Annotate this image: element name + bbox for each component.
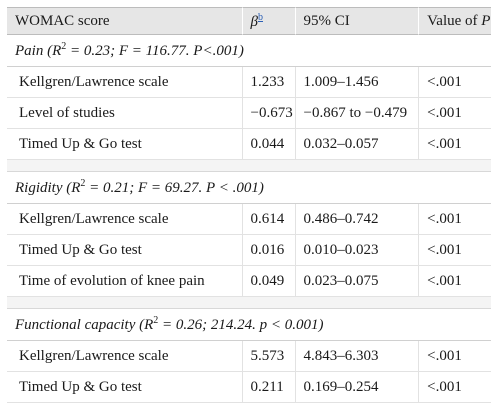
cell-p: <.001: [419, 266, 491, 297]
spacer-cell: [7, 297, 491, 309]
cell-variable: Kellgren/Lawrence scale: [7, 204, 243, 235]
section-row-rigidity: Rigidity (R2 = 0.21; F = 69.27. P < .001…: [7, 172, 491, 204]
beta-symbol: β: [250, 13, 258, 30]
cell-beta: 0.211: [242, 372, 296, 403]
table-row: Kellgren/Lawrence scale 5.573 4.843–6.30…: [7, 341, 491, 372]
section-title-post: = 0.26; 214.24. p < 0.001): [158, 317, 324, 333]
cell-p: <.001: [419, 341, 491, 372]
section-spacer: [7, 160, 491, 172]
header-ci: 95% CI: [295, 7, 420, 35]
cell-variable: Kellgren/Lawrence scale: [7, 67, 243, 98]
header-p-label: Value of: [427, 12, 482, 29]
cell-variable: Kellgren/Lawrence scale: [7, 341, 243, 372]
cell-beta: 0.044: [242, 129, 296, 160]
section-title-sup: 2: [153, 315, 159, 326]
section-title-pre: Pain (R: [15, 43, 62, 59]
cell-beta: 0.614: [242, 204, 296, 235]
spacer-cell: [7, 160, 491, 172]
table-row: Time of evolution of knee pain 0.049 0.0…: [7, 266, 491, 297]
section-title-rigidity: Rigidity (R2 = 0.21; F = 69.27. P < .001…: [7, 172, 491, 204]
womac-regression-table: WOMAC score βb 95% CI Value of P Pain (R…: [7, 7, 491, 403]
cell-variable: Time of evolution of knee pain: [7, 266, 243, 297]
cell-ci: 1.009–1.456: [295, 67, 420, 98]
beta-footnote-link[interactable]: b: [258, 11, 263, 23]
cell-variable: Timed Up & Go test: [7, 372, 243, 403]
section-title-functional-capacity: Functional capacity (R2 = 0.26; 214.24. …: [7, 309, 491, 341]
header-beta: βb: [242, 7, 296, 35]
section-row-pain: Pain (R2 = 0.23; F = 116.77. P<.001): [7, 35, 491, 67]
cell-p: <.001: [419, 204, 491, 235]
cell-ci: 4.843–6.303: [295, 341, 420, 372]
cell-ci: 0.169–0.254: [295, 372, 420, 403]
cell-beta: 0.016: [242, 235, 296, 266]
cell-beta: 0.049: [242, 266, 296, 297]
header-p-value: Value of P: [419, 7, 491, 35]
cell-ci: 0.032–0.057: [295, 129, 420, 160]
cell-variable: Timed Up & Go test: [7, 235, 243, 266]
section-title-sup: 2: [80, 178, 86, 189]
cell-variable: Timed Up & Go test: [7, 129, 243, 160]
cell-p: <.001: [419, 67, 491, 98]
cell-p: <.001: [419, 129, 491, 160]
table-row: Level of studies −0.673 −0.867 to −0.479…: [7, 98, 491, 129]
cell-ci: 0.023–0.075: [295, 266, 420, 297]
cell-variable: Level of studies: [7, 98, 243, 129]
cell-ci: 0.010–0.023: [295, 235, 420, 266]
cell-p: <.001: [419, 372, 491, 403]
table-row: Timed Up & Go test 0.211 0.169–0.254 <.0…: [7, 372, 491, 403]
table-row: Timed Up & Go test 0.044 0.032–0.057 <.0…: [7, 129, 491, 160]
table-row: Kellgren/Lawrence scale 1.233 1.009–1.45…: [7, 67, 491, 98]
header-womac-score: WOMAC score: [7, 7, 243, 35]
cell-p: <.001: [419, 235, 491, 266]
cell-beta: 1.233: [242, 67, 296, 98]
cell-ci: 0.486–0.742: [295, 204, 420, 235]
section-title-post: = 0.21; F = 69.27. P < .001): [85, 180, 264, 196]
cell-ci: −0.867 to −0.479: [295, 98, 420, 129]
section-row-functional-capacity: Functional capacity (R2 = 0.26; 214.24. …: [7, 309, 491, 341]
section-title-post: = 0.23; F = 116.77. P<.001): [66, 43, 244, 59]
header-p-italic: P: [481, 12, 491, 29]
section-title-pre: Functional capacity (R: [15, 317, 154, 333]
table-row: Kellgren/Lawrence scale 0.614 0.486–0.74…: [7, 204, 491, 235]
cell-beta: −0.673: [242, 98, 296, 129]
table-header-row: WOMAC score βb 95% CI Value of P: [7, 7, 491, 35]
cell-p: <.001: [419, 98, 491, 129]
section-spacer: [7, 297, 491, 309]
section-title-sup: 2: [61, 41, 67, 52]
section-title-pain: Pain (R2 = 0.23; F = 116.77. P<.001): [7, 35, 491, 67]
section-title-pre: Rigidity (R: [15, 180, 81, 196]
table-row: Timed Up & Go test 0.016 0.010–0.023 <.0…: [7, 235, 491, 266]
cell-beta: 5.573: [242, 341, 296, 372]
